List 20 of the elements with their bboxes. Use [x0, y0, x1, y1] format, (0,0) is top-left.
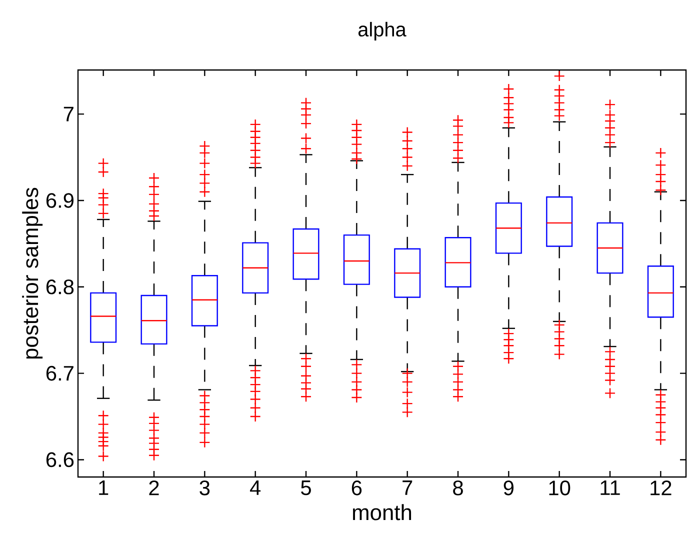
x-tick-label: 11 — [600, 480, 620, 495]
chart-title: alpha — [358, 22, 406, 41]
x-tick-label: 9 — [504, 480, 514, 496]
y-axis-title: posterior samples — [22, 188, 43, 359]
x-tick-label: 8 — [453, 480, 463, 496]
x-tick-label: 2 — [149, 480, 159, 496]
y-tick-label: 6.7 — [46, 366, 74, 381]
x-tick-label: 4 — [250, 480, 261, 495]
x-tick-label: 7 — [402, 480, 412, 495]
x-axis-title: month — [353, 504, 412, 520]
x-tick-label: 6 — [352, 480, 362, 496]
x-tick-label: 5 — [301, 480, 311, 496]
y-tick-label: 6.6 — [46, 452, 74, 468]
y-tick-label: 7 — [64, 106, 74, 122]
y-tick-label: 6.9 — [46, 193, 74, 208]
x-tick-label: 3 — [200, 480, 210, 496]
y-tick-label: 6.8 — [46, 279, 74, 294]
x-tick-label: 12 — [650, 480, 672, 496]
x-tick-label: 10 — [549, 480, 570, 496]
x-tick-label: 1 — [99, 480, 108, 495]
